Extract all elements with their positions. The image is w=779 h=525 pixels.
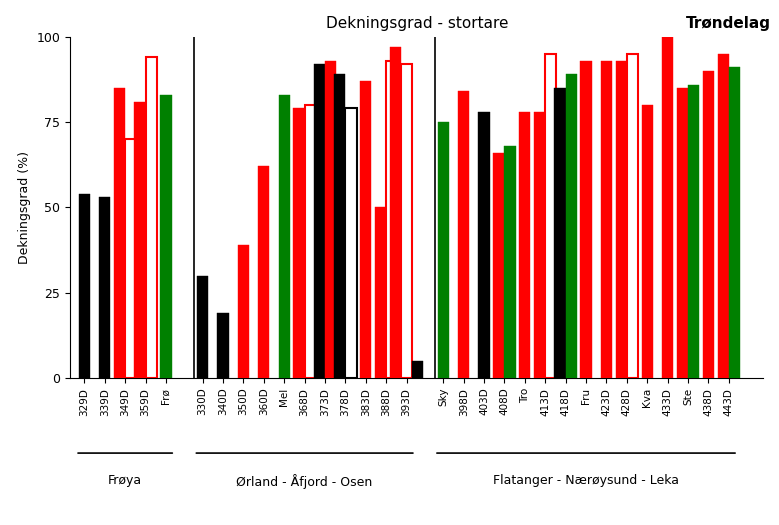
Bar <box>401 64 412 378</box>
Text: Ørland - Åfjord - Osen: Ørland - Åfjord - Osen <box>237 474 372 489</box>
Bar <box>386 60 397 378</box>
Bar <box>279 94 290 378</box>
Bar <box>438 122 449 378</box>
Bar <box>314 64 325 378</box>
Bar <box>534 112 545 378</box>
Bar <box>217 313 229 378</box>
Bar <box>125 139 136 378</box>
Bar <box>662 37 673 378</box>
Bar <box>334 74 345 378</box>
Bar <box>677 88 688 378</box>
Bar <box>99 197 111 378</box>
Bar <box>717 54 728 378</box>
Bar <box>505 146 516 378</box>
Bar <box>703 71 714 378</box>
Bar <box>545 54 556 378</box>
Bar <box>493 153 505 378</box>
Bar <box>580 60 591 378</box>
Bar <box>114 88 125 378</box>
Bar <box>238 245 249 378</box>
Title: Dekningsgrad - stortare: Dekningsgrad - stortare <box>326 16 508 32</box>
Text: Frøya: Frøya <box>108 474 143 487</box>
Bar <box>375 207 386 378</box>
Bar <box>258 166 270 378</box>
Bar <box>601 60 612 378</box>
Bar <box>345 108 357 378</box>
Bar <box>197 276 208 378</box>
Bar <box>566 74 576 378</box>
Bar <box>79 194 90 378</box>
Bar <box>642 105 653 378</box>
Bar <box>146 57 157 378</box>
Bar <box>305 105 315 378</box>
Bar <box>360 81 372 378</box>
Bar <box>134 102 146 378</box>
Bar <box>627 54 638 378</box>
Y-axis label: Dekningsgrad (%): Dekningsgrad (%) <box>18 151 31 264</box>
Text: Flatanger - Nærøysund - Leka: Flatanger - Nærøysund - Leka <box>493 474 679 487</box>
Bar <box>390 47 401 378</box>
Bar <box>615 60 627 378</box>
Bar <box>478 112 490 378</box>
Text: Trøndelag: Trøndelag <box>686 16 771 31</box>
Bar <box>325 60 337 378</box>
Bar <box>520 112 530 378</box>
Bar <box>458 91 469 378</box>
Bar <box>294 108 305 378</box>
Bar <box>412 361 424 378</box>
Bar <box>160 94 171 378</box>
Bar <box>728 67 740 378</box>
Bar <box>555 88 566 378</box>
Bar <box>688 85 700 378</box>
